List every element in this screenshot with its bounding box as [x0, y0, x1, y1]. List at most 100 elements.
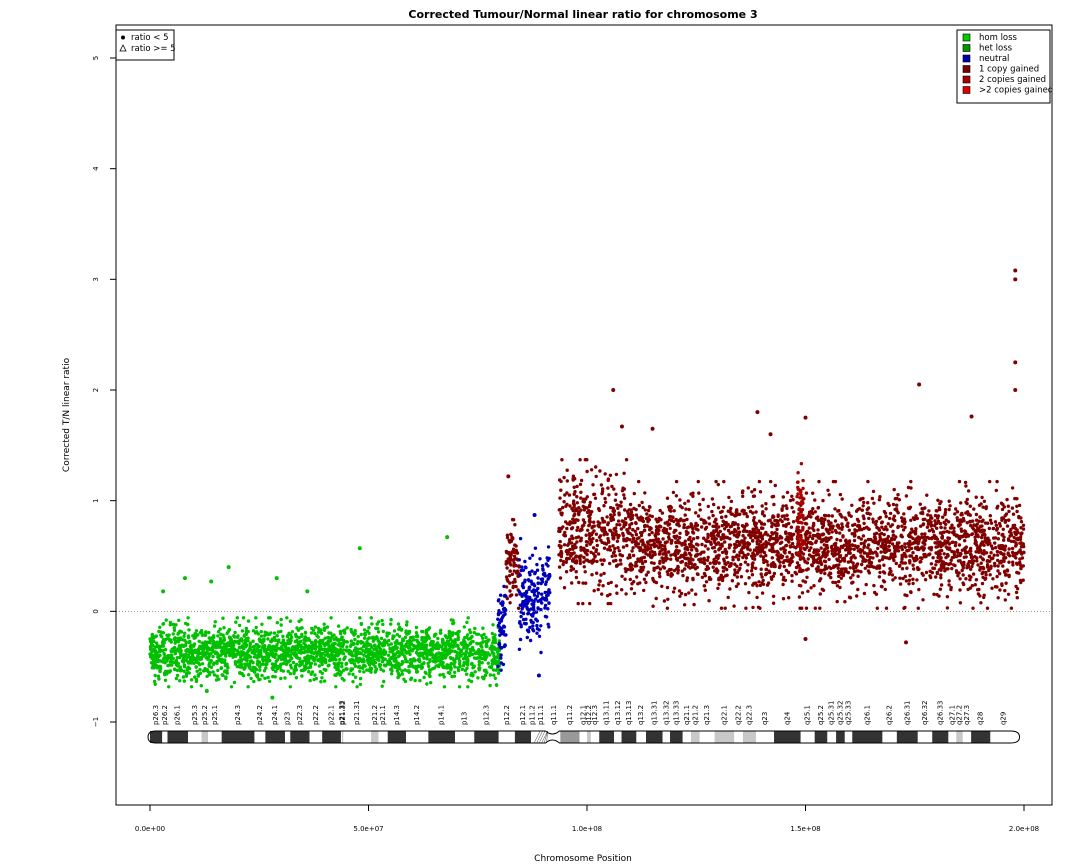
- data-point: [287, 654, 291, 658]
- data-point: [804, 568, 809, 572]
- data-point: [381, 669, 386, 673]
- data-point: [872, 501, 876, 505]
- data-point: [787, 521, 791, 526]
- band-label: p11.2: [529, 705, 537, 725]
- data-point: [644, 580, 648, 585]
- data-point: [714, 518, 718, 522]
- data-point: [701, 497, 705, 502]
- data-point: [387, 638, 391, 643]
- data-point: [359, 641, 363, 645]
- data-point: [624, 569, 628, 574]
- data-point: [635, 575, 639, 579]
- data-point: [837, 563, 841, 567]
- data-point: [875, 552, 879, 556]
- data-point: [247, 654, 251, 658]
- data-point: [369, 652, 374, 656]
- data-point: [696, 543, 700, 547]
- data-point: [955, 510, 960, 514]
- data-point: [527, 570, 532, 575]
- data-point: [965, 497, 969, 502]
- data-point: [389, 622, 393, 626]
- data-point: [567, 538, 572, 543]
- data-point: [1015, 504, 1019, 508]
- data-point: [505, 596, 510, 601]
- data-point: [216, 630, 221, 634]
- data-point: [609, 518, 613, 523]
- hatch-line: [538, 730, 546, 744]
- data-point: [894, 561, 898, 566]
- data-point: [167, 663, 172, 667]
- data-point: [780, 507, 784, 511]
- data-point: [909, 518, 913, 522]
- data-point: [279, 617, 283, 622]
- data-point: [281, 638, 286, 642]
- data-point: [830, 526, 835, 530]
- data-point: [963, 480, 968, 485]
- data-point: [439, 662, 444, 666]
- data-point: [186, 622, 190, 627]
- data-point: [691, 537, 696, 541]
- data-point: [732, 604, 736, 608]
- data-point: [656, 565, 660, 569]
- data-point: [689, 492, 693, 496]
- ideogram-band: [800, 731, 815, 743]
- data-point: [762, 514, 767, 518]
- data-point: [326, 654, 330, 658]
- data-point: [759, 567, 763, 571]
- data-point: [493, 639, 497, 644]
- data-point: [180, 644, 185, 648]
- data-point: [850, 543, 854, 547]
- data-point: [330, 644, 334, 648]
- data-point: [963, 532, 967, 536]
- data-point: [212, 661, 216, 665]
- data-point: [269, 639, 273, 643]
- data-point: [371, 639, 375, 643]
- data-point: [582, 560, 586, 564]
- data-point: [565, 479, 569, 483]
- band-label: q23: [761, 712, 769, 725]
- data-point: [523, 559, 527, 564]
- data-point: [569, 553, 573, 557]
- data-point: [533, 546, 538, 550]
- data-point: [400, 639, 405, 643]
- data-point: [150, 649, 154, 654]
- data-point: [772, 549, 777, 554]
- data-point: [273, 638, 277, 642]
- data-point: [452, 658, 456, 663]
- data-point: [751, 538, 755, 543]
- data-point: [504, 585, 509, 589]
- data-point: [913, 546, 918, 550]
- data-point: [488, 683, 492, 688]
- data-point: [619, 562, 623, 566]
- data-point: [864, 582, 868, 587]
- data-point: [741, 545, 745, 549]
- data-point: [686, 565, 691, 569]
- data-point: [157, 659, 161, 663]
- data-point: [377, 658, 381, 662]
- data-point: [900, 547, 904, 552]
- data-point: [969, 523, 973, 528]
- data-point: [678, 536, 682, 540]
- data-point: [503, 593, 507, 598]
- data-point: [937, 568, 941, 572]
- data-point: [742, 542, 746, 547]
- data-point: [289, 633, 293, 637]
- data-point: [811, 554, 816, 559]
- data-point: [456, 633, 460, 637]
- band-label: q12.2: [585, 705, 593, 725]
- data-point: [212, 673, 217, 677]
- data-point: [797, 595, 802, 599]
- data-point: [785, 490, 790, 495]
- data-point: [505, 566, 509, 570]
- data-point: [782, 514, 786, 518]
- data-point: [958, 577, 962, 581]
- data-point: [558, 478, 562, 482]
- data-point: [628, 502, 633, 507]
- data-point: [544, 596, 548, 600]
- data-point: [270, 646, 274, 650]
- ideogram-band: [971, 731, 991, 743]
- data-point: [615, 539, 620, 543]
- data-point: [456, 668, 461, 673]
- data-point: [528, 638, 533, 643]
- data-point: [944, 555, 948, 560]
